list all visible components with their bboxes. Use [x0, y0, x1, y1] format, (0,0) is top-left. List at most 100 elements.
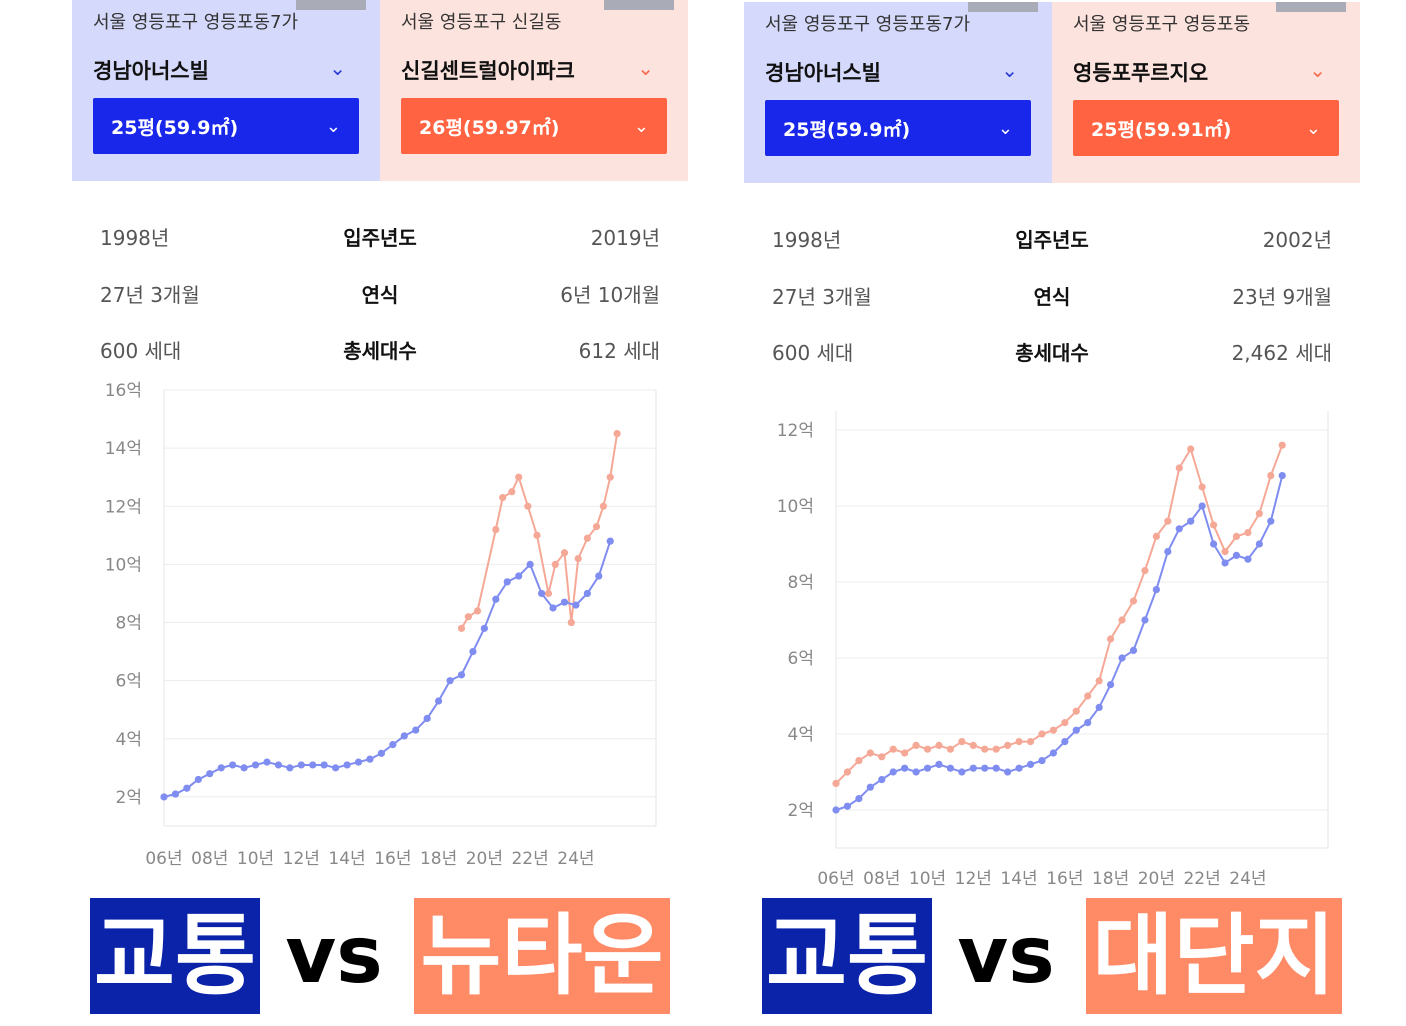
data-point — [217, 764, 225, 772]
size-label: 25평(59.91㎡) — [1091, 118, 1232, 141]
built-year-label: 입주년도 — [1015, 228, 1089, 252]
banner-right-label: 대단지 — [1086, 898, 1342, 1014]
apt-selector-b: 서울 영등포구 영등포동 영등포푸르지오 ⌄ 25평(59.91㎡) ⌄ — [1052, 2, 1360, 183]
chevron-down-icon[interactable]: ⌄ — [1309, 58, 1326, 82]
x-tick-label: 10년 — [237, 849, 274, 869]
data-point — [1141, 567, 1149, 575]
data-point — [1209, 521, 1218, 529]
data-point — [843, 802, 852, 810]
data-point — [935, 741, 943, 749]
households-label: 총세대수 — [343, 339, 417, 363]
data-point — [901, 764, 909, 772]
data-point — [160, 793, 168, 801]
region-label: 서울 영등포구 영등포동7가 — [93, 12, 299, 33]
data-point — [354, 758, 363, 766]
data-point — [1107, 635, 1115, 643]
data-point — [377, 749, 385, 757]
data-point — [878, 753, 886, 761]
data-point — [1004, 741, 1012, 749]
data-point — [583, 534, 591, 542]
apt-selector-a: 서울 영등포구 영등포동7가 경남아너스빌 ⌄ 25평(59.9㎡) ⌄ — [72, 0, 380, 181]
x-tick-label: 24년 — [557, 849, 594, 869]
data-point — [1038, 730, 1046, 738]
chevron-down-icon[interactable]: ⌄ — [329, 56, 346, 80]
data-point — [958, 768, 966, 776]
banner-left-label: 교통 — [90, 898, 260, 1014]
price-chart: 2억 4억 6억 8억 10억 12억 06년 08년 10년 12년 14년 16년 18년 20년 22… — [744, 384, 1360, 904]
x-tick-label: 08년 — [191, 849, 228, 869]
data-point — [599, 502, 607, 510]
x-tick-label: 18년 — [1092, 869, 1129, 889]
x-tick-label: 06년 — [817, 869, 854, 889]
y-tick-label: 6억 — [116, 672, 142, 692]
data-point — [889, 768, 897, 776]
x-tick-label: 18년 — [420, 849, 457, 869]
x-tick-label: 06년 — [145, 849, 182, 869]
households-b: 612 세대 — [578, 339, 660, 363]
info-row-households: 600 세대 총세대수 2,462 세대 — [772, 337, 1332, 367]
x-tick-label: 08년 — [863, 869, 900, 889]
tab-stub — [296, 0, 366, 10]
data-point — [572, 601, 580, 609]
data-point — [533, 531, 541, 539]
built-year-a: 1998년 — [100, 226, 170, 250]
data-point — [992, 745, 1000, 753]
chevron-down-icon[interactable]: ⌄ — [637, 56, 654, 80]
chevron-down-icon: ⌄ — [633, 115, 649, 137]
data-point — [606, 473, 614, 481]
size-dropdown[interactable]: 25평(59.9㎡) ⌄ — [93, 98, 359, 154]
apt-name-dropdown[interactable]: 경남아너스빌 — [93, 59, 209, 83]
data-point — [412, 726, 420, 734]
y-tick-label: 2억 — [116, 788, 142, 808]
region-label: 서울 영등포구 영등포동 — [1073, 14, 1251, 35]
data-point — [297, 761, 305, 769]
size-dropdown[interactable]: 25평(59.9㎡) ⌄ — [765, 100, 1031, 156]
data-point — [309, 761, 317, 769]
region-label: 서울 영등포구 신길동 — [401, 12, 562, 33]
size-dropdown[interactable]: 25평(59.91㎡) ⌄ — [1073, 100, 1339, 156]
data-point — [526, 560, 534, 568]
tab-stub — [968, 2, 1038, 12]
data-point — [1255, 540, 1263, 548]
apt-selector-header: 서울 영등포구 영등포동7가 경남아너스빌 ⌄ 25평(59.9㎡) ⌄ 서울 … — [744, 2, 1360, 183]
comparison-banner: 교통 vs 대단지 — [760, 898, 1344, 1014]
age-a: 27년 3개월 — [772, 285, 872, 309]
info-row-households: 600 세대 총세대수 612 세대 — [100, 335, 660, 365]
size-dropdown[interactable]: 26평(59.97㎡) ⌄ — [401, 98, 667, 154]
y-tick-label: 8억 — [116, 614, 142, 634]
data-point — [1244, 529, 1252, 537]
data-point — [464, 613, 472, 621]
banner-right-label: 뉴타운 — [414, 898, 670, 1014]
data-point — [524, 502, 532, 510]
data-point — [1118, 616, 1126, 624]
chevron-down-icon[interactable]: ⌄ — [1001, 58, 1018, 82]
data-point — [551, 560, 559, 568]
data-point — [492, 595, 500, 603]
data-point — [286, 764, 294, 772]
data-point — [1164, 548, 1172, 556]
data-point — [435, 697, 443, 705]
data-point — [1255, 510, 1263, 518]
data-point — [499, 493, 507, 502]
apt-selector-a: 서울 영등포구 영등포동7가 경남아너스빌 ⌄ 25평(59.9㎡) ⌄ — [744, 2, 1052, 183]
data-point — [1278, 441, 1286, 449]
data-point — [946, 745, 955, 753]
apt-name-dropdown[interactable]: 영등포푸르지오 — [1073, 61, 1209, 85]
data-point — [1049, 726, 1057, 734]
households-a: 600 세대 — [772, 341, 854, 365]
data-point — [320, 761, 328, 769]
built-year-label: 입주년도 — [343, 226, 417, 250]
data-point — [515, 572, 523, 580]
data-point — [843, 768, 852, 776]
data-point — [958, 738, 966, 746]
data-point — [473, 607, 482, 615]
data-point — [1267, 472, 1275, 480]
data-point — [1244, 555, 1252, 563]
apt-name-dropdown[interactable]: 경남아너스빌 — [765, 61, 881, 85]
data-point — [1072, 726, 1080, 734]
data-point — [194, 775, 202, 784]
data-point — [912, 768, 920, 776]
x-tick-label: 16년 — [374, 849, 411, 869]
data-point — [263, 758, 271, 766]
apt-name-dropdown[interactable]: 신길센트럴아이파크 — [401, 59, 575, 83]
